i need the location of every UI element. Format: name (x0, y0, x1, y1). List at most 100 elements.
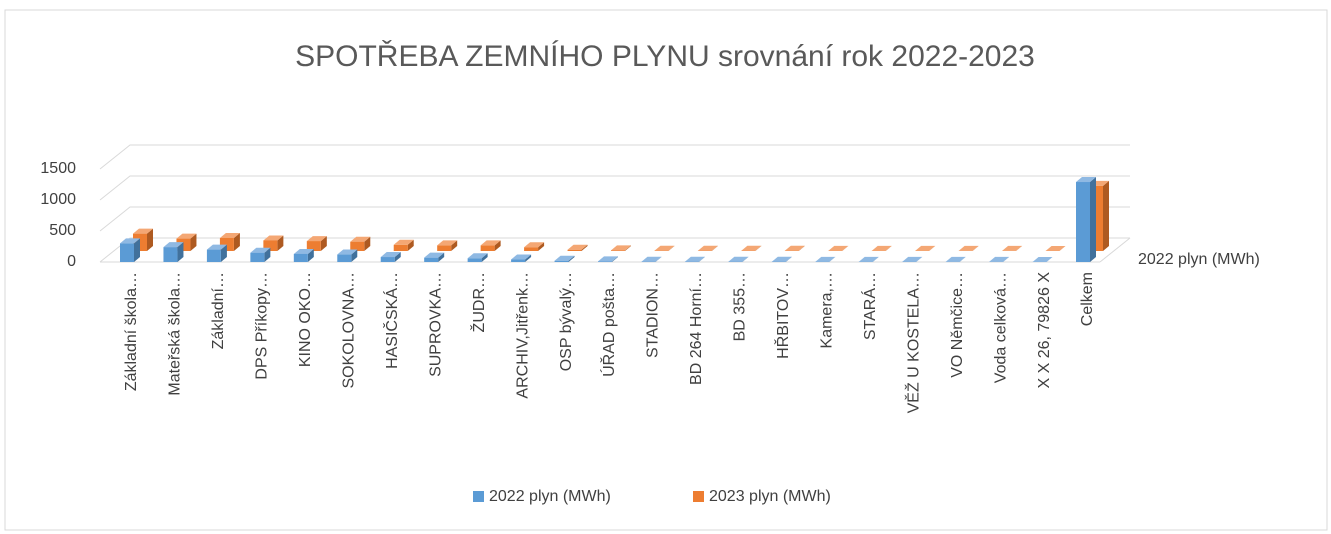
x-tick-label: SOKOLOVNA… (340, 272, 357, 388)
bar (697, 245, 718, 251)
x-tick-label: HŘBITOV… (773, 272, 792, 359)
x-tick-label: DPS Příkopy… (254, 272, 271, 380)
bar-front (554, 260, 569, 262)
bar-front (437, 245, 452, 251)
bar (567, 244, 588, 251)
bar-front (511, 259, 526, 262)
bar-side (277, 235, 284, 251)
bar-side (538, 242, 545, 251)
y-tick-label: 500 (49, 222, 76, 239)
x-tick-label: STARÁ… (860, 272, 879, 340)
bar-front (480, 245, 495, 251)
bar-side (959, 256, 966, 262)
bar-side (1103, 180, 1109, 251)
bar-top (120, 238, 140, 244)
bar-side (494, 240, 501, 251)
bar-top (306, 236, 327, 242)
bar-top (641, 256, 662, 262)
x-tick-label: ÚŘAD pošta… (599, 272, 618, 377)
bar-front (337, 254, 352, 262)
bar-side (798, 245, 805, 251)
bar (858, 256, 879, 262)
bar-side (1046, 256, 1053, 262)
bar (293, 248, 314, 262)
bar-side (307, 248, 314, 262)
bar-top (611, 245, 631, 251)
bar-top (828, 245, 849, 251)
x-tick-label: ARCHIV,Jitřenk… (514, 272, 531, 399)
bar-top (989, 256, 1010, 262)
bar (915, 245, 936, 251)
bar (424, 252, 445, 262)
bar-side (407, 239, 414, 251)
chart-frame (4, 9, 1328, 531)
bar-top (133, 228, 153, 234)
bar (206, 244, 227, 262)
bar-top (567, 244, 588, 250)
bar (902, 256, 923, 262)
chart-title: SPOTŘEBA ZEMNÍHO PLYNU srovnání rok 2022… (295, 40, 1035, 73)
bar-side (698, 256, 705, 262)
bar-side (220, 244, 227, 262)
bar (1076, 177, 1096, 262)
bar-side (134, 238, 140, 262)
bar-front (598, 261, 612, 262)
bar (784, 245, 805, 251)
bar-top (511, 254, 532, 260)
x-tick-label: OSP bývalý… (558, 272, 575, 371)
bar-side (842, 245, 849, 251)
bar-side (755, 245, 762, 251)
bar-top (858, 256, 879, 262)
bar-top (480, 240, 501, 246)
bar (480, 240, 501, 251)
bar-side (438, 252, 445, 262)
bar (250, 247, 271, 262)
bar-top (263, 235, 284, 241)
bar-front (350, 241, 365, 251)
bar-top (654, 245, 675, 251)
bar-top (684, 256, 705, 262)
bar-side (177, 242, 184, 262)
bar (771, 256, 792, 262)
bar (120, 238, 140, 262)
bar-side (481, 253, 488, 262)
bar-side (929, 245, 936, 251)
bar (263, 235, 284, 251)
bar (728, 256, 749, 262)
bar-top (728, 256, 749, 262)
bar-front (424, 257, 439, 262)
bar-front (306, 241, 321, 251)
bar-top (1002, 245, 1023, 251)
bar-top (467, 253, 488, 259)
bar-side (916, 256, 923, 262)
bar-top (871, 245, 892, 251)
x-tick-label: SUPROVKA… (427, 272, 444, 377)
x-tick-label: Základní… (210, 272, 227, 349)
bar-side (972, 245, 979, 251)
bar-front (380, 257, 395, 262)
bar-side (233, 232, 240, 251)
bar-top (958, 245, 979, 251)
bar-top (337, 249, 358, 255)
y-tick-label: 1000 (40, 191, 76, 208)
bar-side (829, 256, 836, 262)
bar-side (1016, 245, 1023, 251)
bar-top (784, 245, 805, 251)
bar (380, 252, 401, 262)
bar-front (120, 243, 134, 262)
bar-side (711, 245, 718, 251)
bar-side (264, 247, 271, 262)
bar (393, 239, 414, 251)
bar-front (611, 250, 625, 251)
bar-top (437, 240, 458, 246)
x-tick-label: Celkem (1079, 272, 1096, 326)
y-tick-label: 0 (67, 253, 76, 270)
bar-top (1076, 177, 1096, 183)
bar-top (424, 252, 445, 258)
bar (554, 255, 575, 262)
bar-side (785, 256, 792, 262)
x-tick-label: Kamera,… (818, 272, 835, 348)
legend-label: 2023 plyn (MWh) (709, 488, 831, 505)
x-tick-label: VO Němčice… (949, 272, 966, 378)
bar-top (524, 242, 545, 248)
